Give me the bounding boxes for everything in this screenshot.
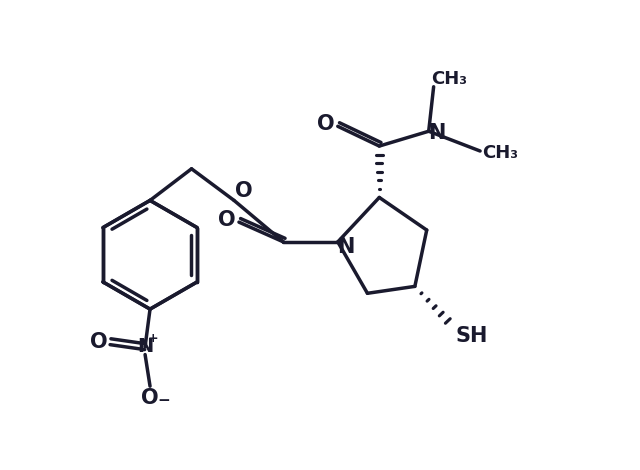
- Text: SH: SH: [456, 326, 488, 346]
- Text: N: N: [337, 237, 355, 257]
- Text: +: +: [148, 332, 158, 345]
- Text: N: N: [137, 337, 153, 356]
- Text: O: O: [317, 114, 335, 134]
- Text: O: O: [218, 210, 236, 230]
- Text: −: −: [157, 392, 170, 407]
- Text: CH₃: CH₃: [482, 144, 518, 162]
- Text: O: O: [235, 180, 253, 201]
- Text: CH₃: CH₃: [431, 70, 467, 88]
- Text: N: N: [428, 123, 445, 143]
- Text: O: O: [90, 332, 108, 352]
- Text: O: O: [141, 388, 159, 408]
